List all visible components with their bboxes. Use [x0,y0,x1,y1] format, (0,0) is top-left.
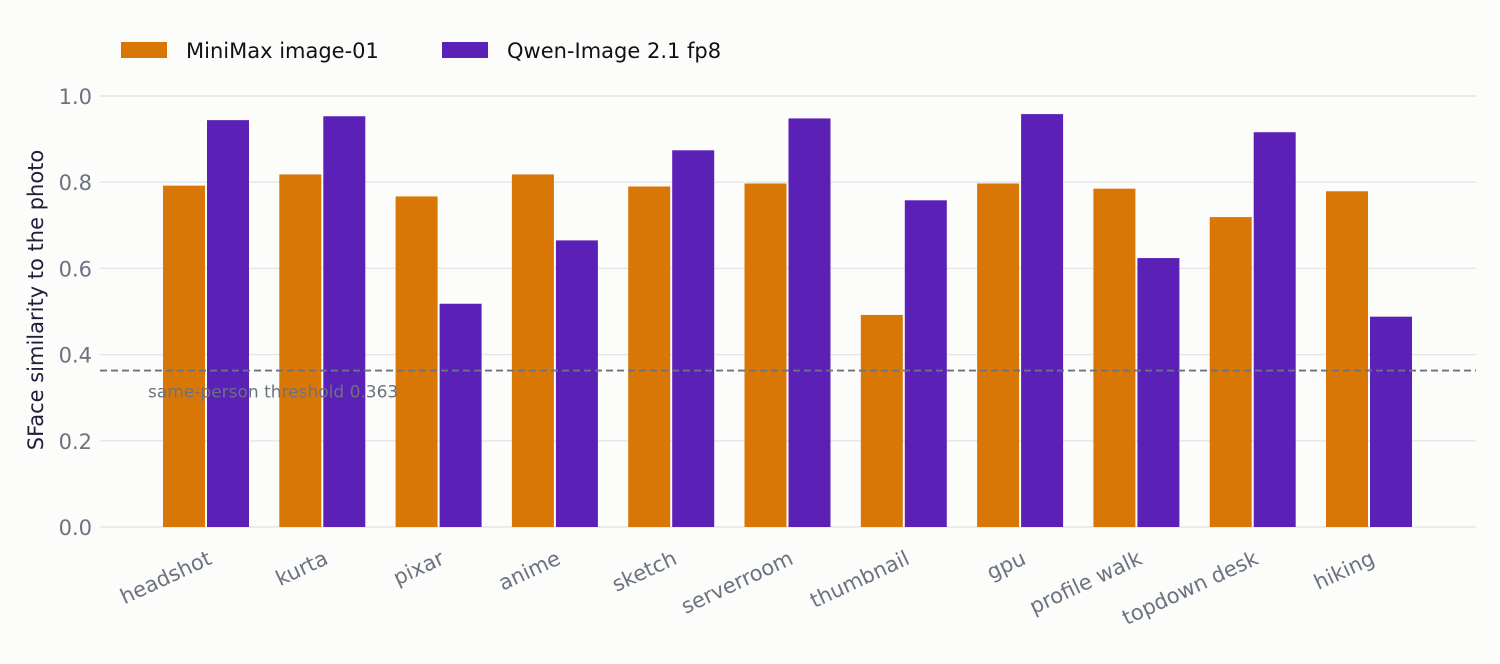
legend-label: MiniMax image-01 [186,39,379,63]
y-tick-label: 1.0 [59,85,92,109]
x-tick-label: serverroom [677,546,796,619]
x-tick-label: sketch [608,546,680,597]
bar-qwen-kurta [323,116,366,527]
bar-qwen-sketch [672,150,715,527]
bar-minimax-headshot [163,185,205,527]
bar-minimax-profile-walk [1093,188,1136,528]
bar-qwen-anime [555,240,598,527]
x-tick-label: headshot [116,546,215,609]
bar-minimax-thumbnail [860,314,903,527]
bar-minimax-hiking [1326,191,1368,527]
bar-qwen-hiking [1370,316,1412,527]
bar-minimax-pixar [395,196,438,527]
y-axis-label: SFace similarity to the photo [24,150,48,451]
bars [163,114,1412,528]
bar-minimax-gpu [977,183,1020,528]
bar-qwen-profile-walk [1137,258,1180,527]
x-tick-label: thumbnail [806,546,913,613]
bar-minimax-serverroom [744,183,787,528]
bar-qwen-thumbnail [904,200,947,527]
bar-minimax-kurta [279,174,322,527]
y-tick-label: 0.0 [59,516,92,540]
y-tick-label: 0.8 [59,171,92,195]
bar-qwen-topdown-desk [1253,132,1296,528]
bar-qwen-headshot [207,120,249,528]
y-tick-label: 0.4 [59,344,92,368]
x-tick-label: kurta [272,546,332,591]
threshold-label: same-person threshold 0.363 [148,383,398,403]
y-tick-label: 0.6 [59,257,92,281]
bar-minimax-anime [511,174,554,527]
legend-label: Qwen-Image 2.1 fp8 [507,39,721,63]
x-tick-label: gpu [983,546,1029,585]
x-tick-label: hiking [1310,546,1378,595]
bar-qwen-pixar [439,303,482,527]
y-tick-label: 0.2 [59,430,92,454]
x-tick-label: pixar [390,546,449,590]
threshold: same-person threshold 0.363 [100,369,1476,403]
bar-minimax-topdown-desk [1209,217,1252,527]
legend: MiniMax image-01 Qwen-Image 2.1 fp8 [121,39,721,63]
legend-swatch [442,42,488,58]
bar-qwen-serverroom [788,118,831,528]
x-tick-label: anime [495,546,564,595]
y-axis: 0.0 0.2 0.4 0.6 0.8 1.0 [59,85,92,540]
bar-qwen-gpu [1021,114,1064,528]
legend-swatch [121,42,167,58]
bar-minimax-sketch [628,186,671,527]
